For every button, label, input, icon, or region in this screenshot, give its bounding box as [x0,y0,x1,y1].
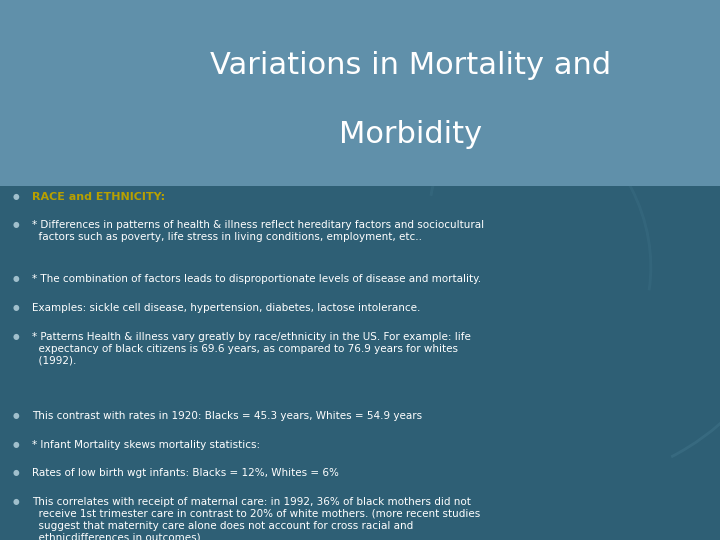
FancyBboxPatch shape [0,0,720,186]
Text: ●: ● [12,303,19,312]
Text: * Differences in patterns of health & illness reflect hereditary factors and soc: * Differences in patterns of health & il… [32,220,485,242]
Text: ●: ● [12,468,19,477]
Text: Variations in Mortality and: Variations in Mortality and [210,51,611,80]
Text: Examples: sickle cell disease, hypertension, diabetes, lactose intolerance.: Examples: sickle cell disease, hypertens… [32,303,420,313]
Text: * The combination of factors leads to disproportionate levels of disease and mor: * The combination of factors leads to di… [32,274,482,285]
Text: ●: ● [12,220,19,230]
Text: Rates of low birth wgt infants: Blacks = 12%, Whites = 6%: Rates of low birth wgt infants: Blacks =… [32,468,339,478]
Text: RACE and ETHNICITY:: RACE and ETHNICITY: [32,192,166,202]
Text: ●: ● [12,411,19,420]
Text: ●: ● [12,332,19,341]
Text: ●: ● [12,192,19,201]
Text: ●: ● [12,440,19,449]
Text: This contrast with rates in 1920: Blacks = 45.3 years, Whites = 54.9 years: This contrast with rates in 1920: Blacks… [32,411,423,421]
Text: ●: ● [12,497,19,506]
Text: * Patterns Health & illness vary greatly by race/ethnicity in the US. For exampl: * Patterns Health & illness vary greatly… [32,332,472,366]
Text: This correlates with receipt of maternal care: in 1992, 36% of black mothers did: This correlates with receipt of maternal… [32,497,481,540]
Text: * Infant Mortality skews mortality statistics:: * Infant Mortality skews mortality stati… [32,440,261,450]
Text: ●: ● [12,274,19,284]
Text: Morbidity: Morbidity [339,120,482,148]
